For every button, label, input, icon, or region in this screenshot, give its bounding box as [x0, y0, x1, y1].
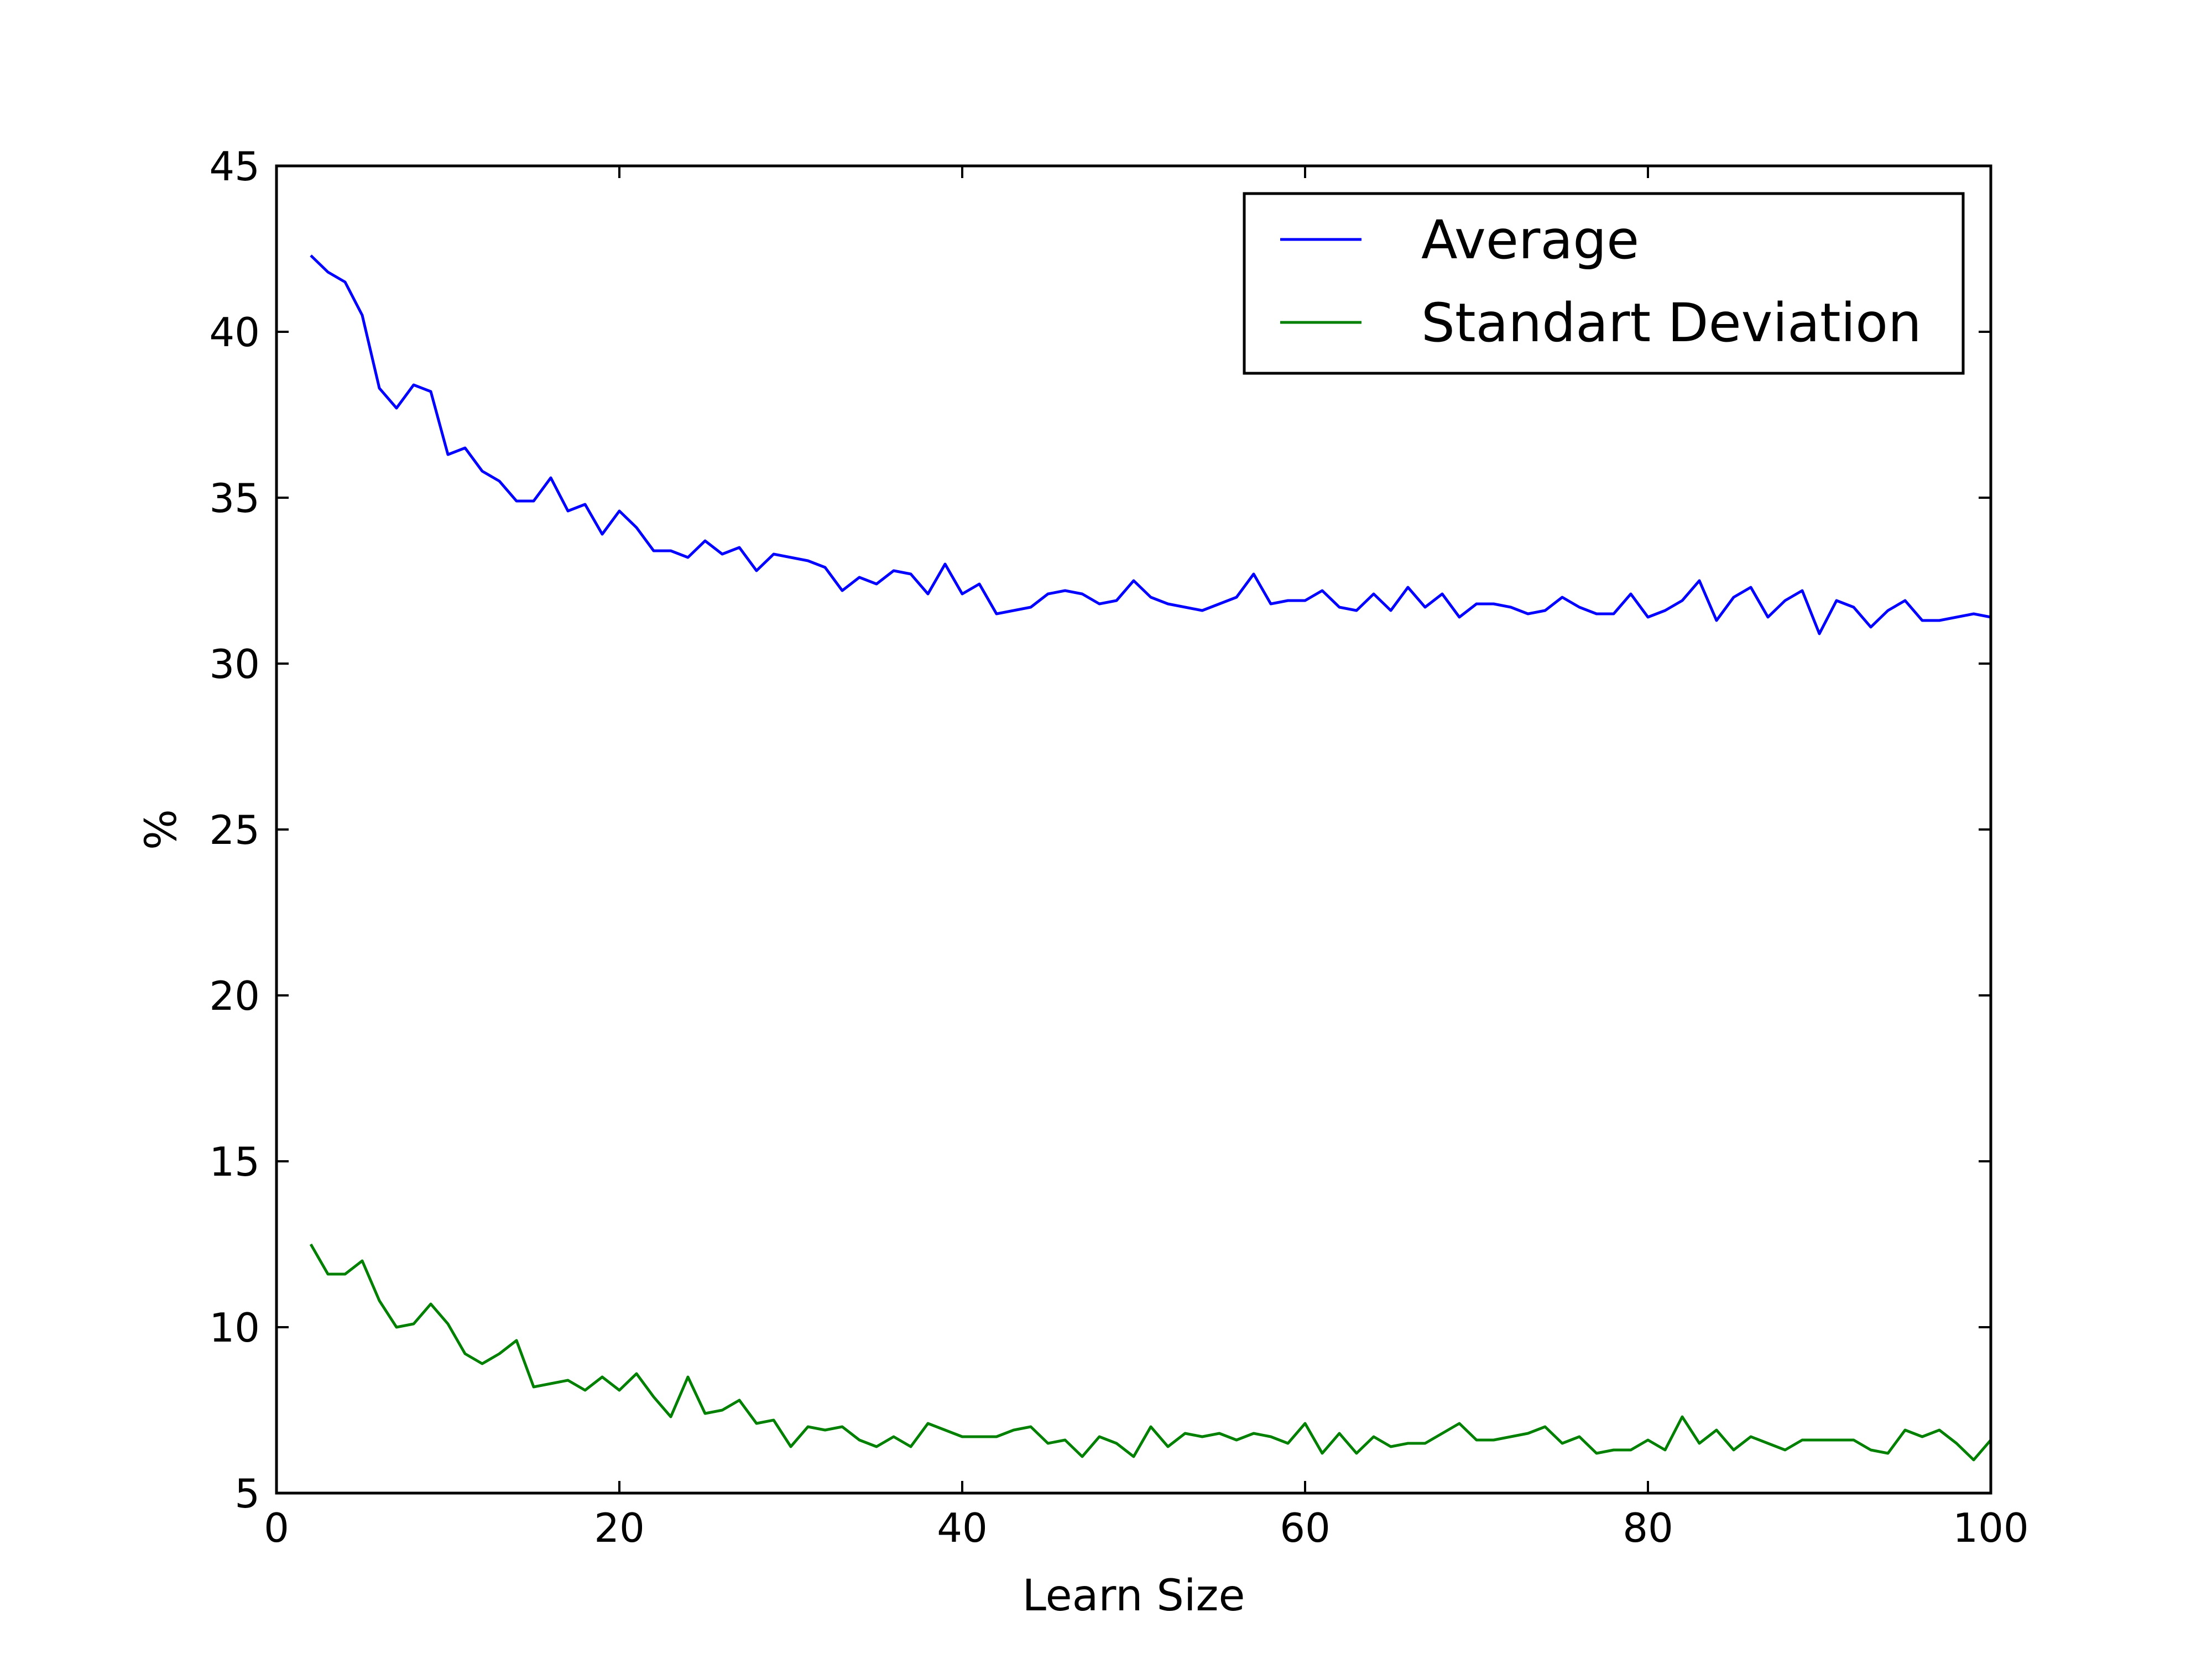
x-tick-label: 80 [1623, 1505, 1673, 1551]
y-tick-label: 35 [209, 475, 260, 521]
label-layer: 0 20 40 60 80 100 5 10 15 20 25 30 35 40 45 [209, 143, 2028, 1551]
x-tick-label: 0 [264, 1505, 289, 1551]
legend: Average Standart Deviation [1243, 192, 1965, 375]
y-tick-label: 30 [209, 641, 260, 687]
x-tick-label: 100 [1953, 1505, 2028, 1551]
legend-label-average: Average [1421, 209, 1639, 271]
series-layer [309, 254, 1992, 1462]
legend-label-standart-deviation: Standart Deviation [1421, 292, 1922, 354]
legend-frame [1243, 192, 1965, 375]
y-tick-label: 15 [209, 1139, 260, 1185]
x-tick-label: 20 [594, 1505, 645, 1551]
x-tick-label: 60 [1280, 1505, 1331, 1551]
y-tick-label: 5 [234, 1470, 260, 1517]
y-tick-label: 45 [209, 143, 260, 190]
series-line-standart-deviation [309, 1243, 1992, 1462]
y-tick-label: 40 [209, 309, 260, 356]
x-axis-label: Learn Size [1022, 1571, 1245, 1621]
y-tick-label: 10 [209, 1305, 260, 1351]
plot-frame [275, 164, 1992, 1495]
y-axis-label: % [137, 809, 186, 850]
y-tick-label: 20 [209, 973, 260, 1019]
series-line-average [310, 254, 1991, 635]
x-tick-label: 40 [937, 1505, 988, 1551]
y-tick-label: 25 [209, 807, 260, 853]
